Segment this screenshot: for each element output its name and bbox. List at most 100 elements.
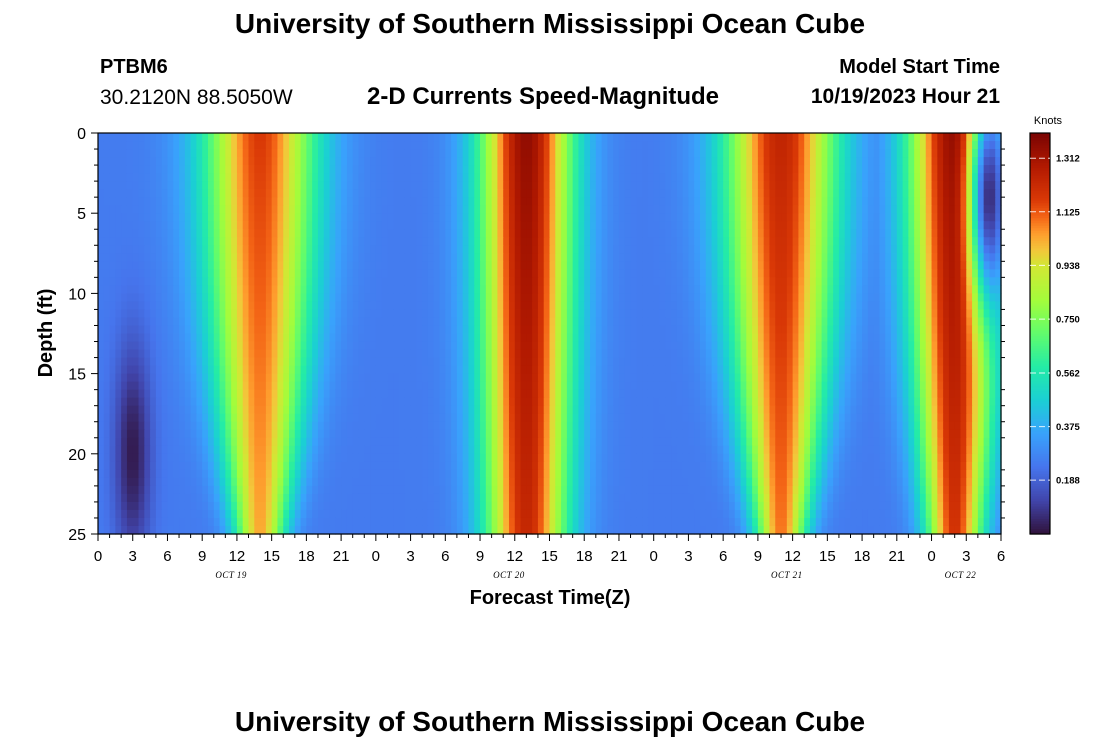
heatmap-cell xyxy=(103,317,111,327)
heatmap-cell xyxy=(161,293,169,303)
heatmap-cell xyxy=(694,245,701,254)
heatmap-cell xyxy=(601,285,608,294)
heatmap-cell xyxy=(856,189,863,198)
heatmap-cell xyxy=(265,229,273,238)
heatmap-cell xyxy=(937,205,944,214)
heatmap-cell xyxy=(740,253,747,262)
heatmap-cell xyxy=(873,325,881,335)
heatmap-cell xyxy=(972,277,979,286)
heatmap-cell xyxy=(867,229,875,238)
heatmap-cell xyxy=(613,333,620,343)
heatmap-cell xyxy=(462,261,470,270)
heatmap-cell xyxy=(584,349,591,359)
heatmap-cell xyxy=(277,221,284,230)
heatmap-cell xyxy=(341,365,348,375)
heatmap-cell xyxy=(381,149,389,158)
heatmap-cell xyxy=(584,325,591,335)
heatmap-cell xyxy=(451,165,458,174)
heatmap-cell xyxy=(399,261,406,270)
heatmap-cell xyxy=(763,149,771,158)
heatmap-cell xyxy=(474,165,481,174)
heatmap-cell xyxy=(167,205,174,214)
heatmap-cell xyxy=(121,285,128,294)
heatmap-cell xyxy=(676,341,684,351)
heatmap-cell xyxy=(694,277,701,286)
heatmap-cell xyxy=(862,237,869,246)
heatmap-cell xyxy=(937,229,944,238)
heatmap-cell xyxy=(306,173,313,182)
heatmap-cell xyxy=(381,245,389,254)
heatmap-cell xyxy=(161,229,169,238)
heatmap-cell xyxy=(508,141,516,150)
heatmap-cell xyxy=(763,133,771,142)
heatmap-cell xyxy=(132,333,140,343)
heatmap-cell xyxy=(98,245,105,254)
heatmap-cell xyxy=(561,141,568,150)
heatmap-cell xyxy=(734,141,742,150)
heatmap-cell xyxy=(937,301,944,311)
heatmap-cell xyxy=(781,229,788,238)
heatmap-cell xyxy=(960,181,967,190)
heatmap-cell xyxy=(248,245,255,254)
heatmap-cell xyxy=(682,205,690,214)
heatmap-cell xyxy=(815,285,823,294)
heatmap-cell xyxy=(248,197,255,206)
heatmap-cell xyxy=(103,157,111,166)
heatmap-cell xyxy=(341,149,348,158)
heatmap-cell xyxy=(532,293,539,303)
heatmap-cell xyxy=(740,197,747,206)
heatmap-cell xyxy=(150,301,157,311)
heatmap-cell xyxy=(265,301,273,311)
heatmap-cell xyxy=(503,285,510,294)
heatmap-cell xyxy=(555,277,562,286)
heatmap-cell xyxy=(306,197,313,206)
heatmap-cell xyxy=(885,245,892,254)
heatmap-cell xyxy=(671,197,678,206)
heatmap-cell xyxy=(132,141,140,150)
heatmap-cell xyxy=(179,373,186,383)
heatmap-cell xyxy=(277,189,284,198)
heatmap-cell xyxy=(115,221,122,230)
heatmap-cell xyxy=(98,141,105,150)
heatmap-cell xyxy=(891,261,898,270)
heatmap-cell xyxy=(207,229,215,238)
heatmap-cell xyxy=(954,381,962,391)
heatmap-cell xyxy=(242,237,250,246)
heatmap-cell xyxy=(532,277,539,286)
heatmap-cell xyxy=(966,349,973,359)
heatmap-cell xyxy=(688,269,695,278)
heatmap-cell xyxy=(219,221,226,230)
heatmap-cell xyxy=(775,293,782,303)
heatmap-cell xyxy=(740,245,747,254)
heatmap-cell xyxy=(179,269,186,278)
heatmap-cell xyxy=(323,237,331,246)
heatmap-cell xyxy=(254,189,261,198)
heatmap-cell xyxy=(213,293,221,303)
heatmap-cell xyxy=(977,245,985,254)
heatmap-cell xyxy=(335,301,342,311)
heatmap-cell xyxy=(445,373,452,383)
heatmap-cell xyxy=(150,221,157,230)
heatmap-cell xyxy=(254,277,261,286)
heatmap-cell xyxy=(549,381,556,391)
heatmap-cell xyxy=(977,213,985,222)
heatmap-cell xyxy=(514,325,522,335)
heatmap-cell xyxy=(225,277,232,286)
heatmap-cell xyxy=(190,317,198,327)
heatmap-cell xyxy=(271,309,279,319)
heatmap-cell xyxy=(896,293,904,303)
heatmap-cell xyxy=(404,365,412,375)
heatmap-cell xyxy=(925,333,933,343)
heatmap-cell xyxy=(786,269,794,278)
heatmap-cell xyxy=(700,373,707,383)
heatmap-cell xyxy=(121,189,128,198)
heatmap-cell xyxy=(468,373,475,383)
heatmap-cell xyxy=(786,245,794,254)
heatmap-cell xyxy=(804,301,811,311)
heatmap-cell xyxy=(393,277,400,286)
heatmap-cell xyxy=(306,333,313,343)
heatmap-cell xyxy=(439,141,446,150)
heatmap-cell xyxy=(566,349,574,359)
heatmap-cell xyxy=(700,149,707,158)
heatmap-cell xyxy=(335,205,342,214)
